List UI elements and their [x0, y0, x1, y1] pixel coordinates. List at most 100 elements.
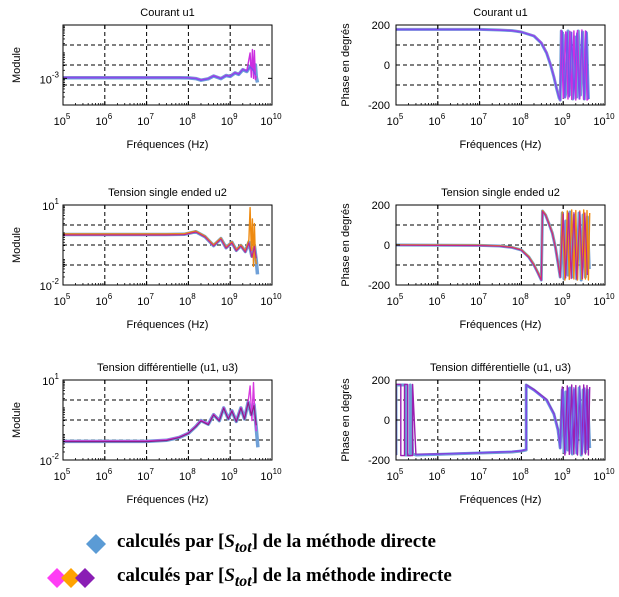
x-tick-label: 106 [428, 467, 445, 483]
x-axis-label: Fréquences (Hz) [460, 139, 542, 151]
series-line-3 [396, 210, 588, 281]
x-tick-label: 107 [137, 292, 154, 308]
x-axis-label: Fréquences (Hz) [460, 494, 542, 506]
y-tick-label: -200 [368, 100, 390, 112]
series-group [63, 381, 260, 448]
grid [63, 25, 272, 105]
legend-text-direct: calculés par [Stot] de la méthode direct… [117, 531, 436, 556]
y-tick-label: 200 [372, 375, 390, 387]
series-line-3 [63, 401, 257, 443]
y-tick-label: 10-3 [40, 70, 60, 86]
legend-entry-indirect: calculés par [Stot] de la méthode indire… [0, 557, 619, 597]
series-group [396, 383, 592, 457]
legend-entry-direct: calculés par [Stot] de la méthode direct… [0, 523, 619, 563]
chart-panel-2: 105 106 107 108 109 1010 200 0 -200 Courant u1 Fré… [340, 7, 615, 151]
y-tick-label: -200 [368, 455, 390, 467]
y-axis-label: Phase en degrés [340, 203, 352, 287]
series-line-3 [396, 29, 589, 101]
series-group [63, 48, 260, 83]
plot-frame [62, 204, 273, 286]
x-tick-label: 109 [221, 112, 238, 128]
x-tick-label: 106 [95, 467, 112, 483]
series-line-3 [63, 231, 257, 259]
y-tick-label: 101 [42, 197, 59, 213]
x-tick-label: 108 [512, 467, 529, 483]
series-line-2 [396, 383, 591, 457]
x-tick-label: 1010 [260, 292, 282, 308]
x-axis-label: Fréquences (Hz) [127, 319, 209, 331]
y-axis-label: Module [11, 227, 23, 263]
y-tick-label: 200 [372, 20, 390, 32]
x-tick-label: 1010 [593, 292, 615, 308]
chart-title: Courant u1 [140, 7, 194, 19]
y-tick-label: -200 [368, 280, 390, 292]
series-line-3 [63, 66, 256, 82]
chart-panel-6: 105 106 107 108 109 1010 200 0 -200 Tension diffé… [340, 362, 615, 506]
x-tick-label: 106 [95, 112, 112, 128]
series-group [396, 209, 591, 282]
x-tick-label: 107 [137, 112, 154, 128]
plot-frame [62, 24, 273, 106]
x-tick-label: 109 [221, 467, 238, 483]
y-tick-label: 0 [384, 415, 390, 427]
diamond-icon-blue [86, 534, 106, 554]
x-tick-label: 1010 [593, 112, 615, 128]
x-tick-label: 107 [470, 467, 487, 483]
diamond-icon-trio [47, 568, 95, 588]
series-line-1 [63, 229, 260, 275]
x-tick-label: 106 [428, 292, 445, 308]
y-tick-label: 0 [384, 60, 390, 72]
y-tick-label: 200 [372, 200, 390, 212]
x-tick-label: 105 [54, 112, 71, 128]
x-tick-label: 109 [554, 467, 571, 483]
x-tick-label: 109 [554, 292, 571, 308]
chart-title: Tension single ended u2 [108, 187, 227, 199]
series-line-1 [63, 63, 260, 83]
chart-panel-4: 105 106 107 108 109 1010 200 0 -200 Tension singl… [340, 187, 615, 331]
series-line-2 [63, 206, 257, 268]
chart-panel-1: 105 106 107 108 109 1010 10-3 Courant u1 Fréquen… [11, 7, 282, 151]
x-tick-label: 1010 [593, 467, 615, 483]
y-axis-label: Phase en degrés [340, 378, 352, 462]
x-axis-label: Fréquences (Hz) [127, 139, 209, 151]
x-tick-label: 106 [428, 112, 445, 128]
x-tick-label: 105 [387, 292, 404, 308]
y-tick-label: 101 [42, 372, 59, 388]
x-tick-label: 1010 [260, 112, 282, 128]
chart-panel-5: 105 106 107 108 109 1010 101 10-2 Tension différ… [11, 362, 282, 506]
x-tick-label: 105 [387, 467, 404, 483]
x-tick-label: 105 [54, 467, 71, 483]
chart-panel-3: 105 106 107 108 109 1010 101 10-2 Tension single… [11, 187, 282, 331]
y-tick-label: 10-2 [40, 452, 60, 468]
plot-frame [62, 379, 273, 461]
y-axis-label: Module [11, 47, 23, 83]
x-axis-label: Fréquences (Hz) [460, 319, 542, 331]
x-tick-label: 109 [554, 112, 571, 128]
series-group [396, 27, 590, 102]
x-tick-label: 107 [470, 292, 487, 308]
x-tick-label: 1010 [260, 467, 282, 483]
y-tick-label: 10-2 [40, 277, 60, 293]
chart-title: Courant u1 [473, 7, 527, 19]
x-tick-label: 108 [179, 292, 196, 308]
chart-title: Tension single ended u2 [441, 187, 560, 199]
x-tick-label: 108 [512, 112, 529, 128]
chart-title: Tension différentielle (u1, u3) [97, 362, 238, 374]
series-line-2 [63, 381, 257, 442]
x-tick-label: 108 [179, 112, 196, 128]
x-tick-label: 108 [179, 467, 196, 483]
y-tick-label: 0 [384, 240, 390, 252]
x-tick-label: 108 [512, 292, 529, 308]
x-tick-label: 105 [54, 292, 71, 308]
chart-title: Tension différentielle (u1, u3) [430, 362, 571, 374]
series-group [63, 206, 260, 275]
series-line-3 [415, 384, 588, 456]
grid [63, 205, 272, 285]
x-tick-label: 106 [95, 292, 112, 308]
x-tick-label: 107 [470, 112, 487, 128]
y-axis-label: Module [11, 402, 23, 438]
x-axis-label: Fréquences (Hz) [127, 494, 209, 506]
legend-text-indirect: calculés par [Stot] de la méthode indire… [117, 565, 452, 590]
x-tick-label: 109 [221, 292, 238, 308]
